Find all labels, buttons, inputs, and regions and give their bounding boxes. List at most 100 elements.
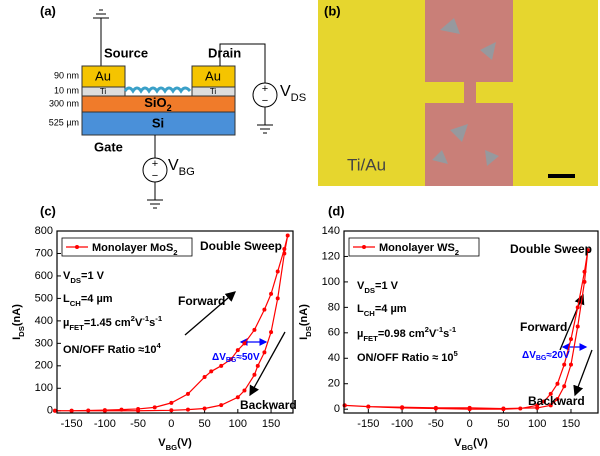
text-run: =4 µm	[81, 293, 113, 305]
y-axis-label: IDS(nA)	[298, 304, 313, 340]
text-run: BG	[536, 355, 547, 362]
text-run: (nA)	[298, 304, 310, 326]
data-point	[562, 384, 567, 389]
data-point	[275, 296, 280, 301]
text-run: SiO	[144, 95, 166, 110]
data-point	[252, 372, 257, 377]
label: VBG	[168, 157, 195, 178]
text-run: DS	[17, 326, 26, 337]
data-point	[269, 330, 274, 335]
text-run: 2	[173, 248, 177, 257]
data-point	[102, 408, 107, 413]
data-point	[541, 399, 546, 404]
text-run: µ	[357, 328, 363, 340]
text-run: ≈20V	[546, 350, 570, 361]
text-run: V	[135, 317, 143, 329]
text-run: V	[454, 437, 462, 449]
x-tick-label: -150	[357, 418, 379, 430]
data-point	[169, 400, 174, 405]
text-run: ΔV	[522, 350, 536, 361]
data-point	[282, 246, 287, 251]
y-tick-label: 0	[47, 405, 53, 417]
data-point	[501, 406, 506, 411]
y-tick-label: 0	[334, 403, 340, 415]
x-tick-label: -50	[428, 418, 444, 430]
text-run: Double Sweep	[510, 242, 592, 256]
mos2-layer	[123, 86, 192, 94]
text-run: V	[158, 437, 166, 449]
y-tick-label: 700	[35, 247, 53, 259]
arrow	[249, 331, 286, 397]
text-run: =1 V	[81, 270, 105, 282]
text-run: -1	[142, 314, 150, 323]
data-point	[242, 388, 247, 393]
text-run: ΔV	[212, 352, 226, 363]
legend-box	[348, 237, 480, 257]
text-run: (V)	[473, 437, 488, 449]
text-run: s	[443, 328, 449, 340]
data-point	[255, 363, 260, 368]
x-axis-label: VBG(V)	[454, 437, 488, 452]
data-point	[185, 391, 190, 396]
data-point	[366, 404, 371, 409]
au-layer	[81, 65, 126, 88]
thickness: 300 nm	[49, 98, 79, 108]
y-tick-label: 600	[35, 270, 53, 282]
text-run: µ	[63, 317, 69, 329]
plot-frame	[343, 230, 599, 414]
y-tick-label: 40	[328, 352, 340, 364]
data-point	[136, 408, 141, 413]
legend-box	[61, 237, 193, 257]
data-point	[585, 248, 590, 253]
text-run: CH	[70, 299, 82, 308]
text-run: DS	[291, 92, 307, 104]
label: VDS	[280, 83, 306, 104]
text-run: ≈50V	[236, 352, 260, 363]
panel-label: (a)	[40, 3, 56, 18]
label: Ti/Au	[347, 155, 386, 174]
au-layer	[191, 65, 236, 88]
data-point	[202, 375, 207, 380]
data-point	[235, 395, 240, 400]
label: SiO2	[144, 95, 171, 113]
y-tick-label: 800	[35, 225, 53, 237]
annotation: LCH=4 µm	[357, 303, 407, 318]
annotation: VDS=1 V	[63, 270, 105, 285]
data-point	[235, 348, 240, 353]
annotation: Forward	[520, 320, 567, 334]
data-point	[582, 269, 587, 274]
text-run: CH	[364, 309, 376, 318]
text-run: DS	[364, 286, 375, 295]
annotation: ON/OFF Ratio ≈ 105	[357, 349, 459, 364]
legend-swatch	[362, 245, 366, 249]
data-point	[285, 233, 290, 238]
y-tick-label: 200	[35, 360, 53, 372]
legend-label: Monolayer WS2	[379, 242, 459, 257]
text-run: Forward	[520, 320, 567, 334]
annotation: µFET=0.98 cm2V-1s-1	[357, 325, 457, 343]
x-tick-label: 0	[467, 418, 473, 430]
data-point	[562, 362, 567, 367]
y-tick-label: 80	[328, 301, 340, 313]
text-run: 4	[156, 341, 161, 350]
panel-label: (d)	[328, 203, 345, 218]
annotation: Double Sweep	[200, 239, 282, 253]
x-tick-label: 150	[262, 418, 280, 430]
text-run: Double Sweep	[200, 239, 282, 253]
y-tick-label: 400	[35, 315, 53, 327]
text-run: Backward	[528, 394, 585, 408]
annotation: µFET=1.45 cm2V-1s-1	[63, 314, 163, 332]
data-point	[242, 341, 247, 346]
text-run: FET	[69, 323, 84, 332]
y-tick-label: 140	[322, 225, 340, 237]
data-point	[535, 405, 540, 410]
data-point	[275, 269, 280, 274]
legend-swatch	[75, 245, 79, 249]
text-run: s	[149, 317, 155, 329]
x-axis-label: VBG(V)	[158, 437, 192, 452]
label: Ti	[210, 87, 217, 96]
device-schematic: + − + − (a) Source Drain Au Au Ti Ti SiO…	[40, 3, 306, 209]
label: Si	[152, 115, 164, 130]
data-point	[433, 405, 438, 410]
x-tick-label: -100	[391, 418, 413, 430]
